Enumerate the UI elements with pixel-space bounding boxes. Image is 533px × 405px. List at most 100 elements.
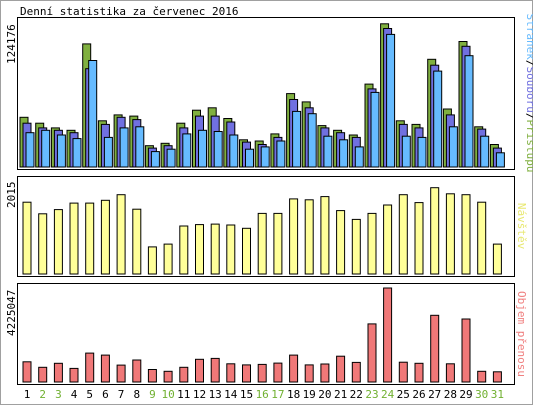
bar-bars-mid-day-9 [147, 246, 157, 275]
bar-bars-bot-day-11 [179, 366, 189, 383]
bar-bars-bot-day-29 [461, 318, 471, 383]
x-tick-label: 15 [240, 388, 253, 401]
bar-bars-bot-day-19 [304, 364, 314, 383]
bar-bars-bot-day-17 [273, 362, 283, 383]
bar-stránek-day-4 [72, 138, 82, 168]
bar-bars-mid-day-15 [242, 227, 251, 275]
bar-bars-mid-day-18 [289, 198, 299, 275]
x-tick-label: 8 [133, 388, 140, 401]
bar-stránek-day-25 [401, 135, 411, 168]
bar-bars-bot-day-30 [477, 370, 487, 383]
x-tick-label: 6 [102, 388, 109, 401]
bar-stránek-day-19 [307, 113, 317, 168]
bar-bars-bot-day-27 [430, 314, 440, 383]
bar-bars-mid-day-21 [336, 210, 346, 275]
bar-bars-mid-day-14 [226, 224, 236, 275]
bar-stránek-day-22 [354, 146, 364, 168]
x-tick-label: 23 [365, 388, 378, 401]
bar-stránek-day-27 [433, 70, 443, 168]
bar-bars-bot-day-12 [195, 358, 204, 383]
x-tick-label: 3 [55, 388, 62, 401]
x-tick-label: 20 [318, 388, 331, 401]
bar-bars-bot-day-16 [257, 363, 267, 383]
bar-bars-mid-day-12 [195, 224, 204, 275]
bar-bars-mid-day-8 [132, 208, 142, 275]
x-tick-label: 14 [224, 388, 238, 401]
bar-bars-bot-day-31 [492, 371, 502, 383]
bar-stránek-day-15 [245, 148, 254, 168]
bar-bars-mid-day-16 [257, 212, 267, 275]
x-tick-label: 21 [334, 388, 347, 401]
x-tick-label: 13 [209, 388, 222, 401]
panel-bottom-max-label: 4225047 [5, 290, 18, 336]
bar-bars-mid-day-29 [461, 194, 471, 275]
x-tick-label: 16 [256, 388, 269, 401]
bar-stránek-day-2 [41, 129, 51, 168]
legend-pages: Stránek [524, 14, 533, 61]
bar-stránek-day-3 [56, 134, 66, 168]
x-tick-label: 29 [459, 388, 472, 401]
x-tick-label: 1 [24, 388, 31, 401]
x-tick-label: 12 [193, 388, 206, 401]
x-tick-label: 31 [491, 388, 504, 401]
x-tick-label: 28 [444, 388, 457, 401]
bar-bars-mid-day-25 [398, 194, 408, 275]
panel-bottom-bars [22, 287, 502, 383]
bar-bars-mid-day-22 [351, 218, 361, 275]
bar-stránek-day-17 [276, 140, 286, 168]
panel-top-side-label: Stránek/Souborů/Přístupů [524, 14, 533, 173]
x-tick-label: 22 [350, 388, 363, 401]
bar-bars-bot-day-26 [414, 362, 424, 383]
bar-stránek-day-18 [292, 110, 302, 168]
x-tick-label: 19 [303, 388, 316, 401]
bar-bars-bot-day-5 [85, 352, 95, 383]
bar-stránek-day-6 [103, 136, 113, 168]
bar-stránek-day-29 [464, 55, 474, 168]
x-tick-label: 18 [287, 388, 300, 401]
x-tick-label: 5 [86, 388, 93, 401]
bar-bars-bot-day-1 [22, 361, 32, 383]
x-tick-label: 27 [428, 388, 441, 401]
panel-middle-max-label: 2015 [5, 182, 18, 209]
bar-bars-bot-day-2 [38, 366, 48, 383]
x-tick-label: 25 [397, 388, 410, 401]
bar-bars-bot-day-24 [383, 287, 393, 383]
bar-stránek-day-8 [135, 126, 145, 168]
x-tick-label: 24 [381, 388, 395, 401]
bar-bars-mid-day-3 [53, 209, 63, 275]
bar-bars-mid-day-26 [414, 202, 424, 275]
bar-stránek-day-7 [119, 127, 129, 168]
bar-stránek-day-10 [166, 148, 176, 168]
bar-stránek-day-13 [213, 131, 223, 168]
x-tick-label: 4 [71, 388, 78, 401]
bar-bars-mid-day-27 [430, 187, 440, 275]
x-tick-label: 2 [39, 388, 46, 401]
bar-bars-mid-day-31 [492, 243, 502, 275]
bar-stránek-day-30 [480, 135, 490, 168]
bar-bars-bot-day-4 [69, 367, 79, 383]
x-tick-label: 10 [161, 388, 174, 401]
bar-bars-mid-day-19 [304, 199, 314, 275]
bar-bars-mid-day-7 [116, 194, 126, 275]
bar-stránek-day-23 [370, 91, 380, 168]
x-axis-day-labels: 1 2 3 4 5 6 7 8 9 10 11 12 13 14 15 16 17 18 19 20 21 22 23 24 2… [24, 388, 504, 401]
bar-stránek-day-31 [495, 152, 505, 168]
bar-bars-mid-day-11 [179, 225, 189, 275]
bar-bars-mid-day-1 [22, 201, 32, 275]
bar-bars-mid-day-20 [320, 196, 330, 275]
bar-bars-bot-day-25 [398, 361, 408, 383]
bar-bars-bot-day-8 [132, 359, 142, 383]
x-tick-label: 30 [475, 388, 488, 401]
bar-bars-mid-day-6 [100, 199, 110, 275]
bar-bars-mid-day-30 [477, 201, 487, 275]
x-tick-label: 17 [271, 388, 284, 401]
x-tick-label: 26 [412, 388, 425, 401]
bar-stránek-day-16 [260, 146, 270, 168]
bar-bars-bot-day-7 [116, 364, 126, 383]
bar-stránek-day-1 [25, 132, 35, 168]
bar-bars-bot-day-13 [210, 357, 220, 383]
x-tick-label: 11 [177, 388, 190, 401]
bar-bars-mid-day-28 [445, 193, 455, 275]
bar-bars-mid-day-23 [367, 212, 377, 275]
bar-bars-mid-day-13 [210, 223, 220, 275]
